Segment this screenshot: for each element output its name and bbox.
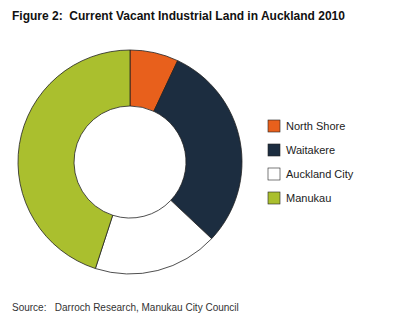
legend-swatch [268,168,280,180]
background [0,0,416,321]
legend-swatch [268,120,280,132]
legend: North Shore Waitakere Auckland City Manukau [268,120,354,204]
legend-label: North Shore [286,120,345,132]
legend-label: Manukau [286,192,331,204]
legend-label: Auckland City [286,168,354,180]
annotation: Source: Darroch Research, Manukau City C… [12,302,239,313]
legend-swatch [268,144,280,156]
legend-label: Waitakere [286,144,335,156]
title: Figure 2: Current Vacant Industrial Land… [12,9,345,23]
slices [18,50,242,274]
slice [95,200,211,274]
slice [18,50,130,269]
legend-swatch [268,192,280,204]
chart: Figure 2: Current Vacant Industrial Land… [0,0,416,321]
